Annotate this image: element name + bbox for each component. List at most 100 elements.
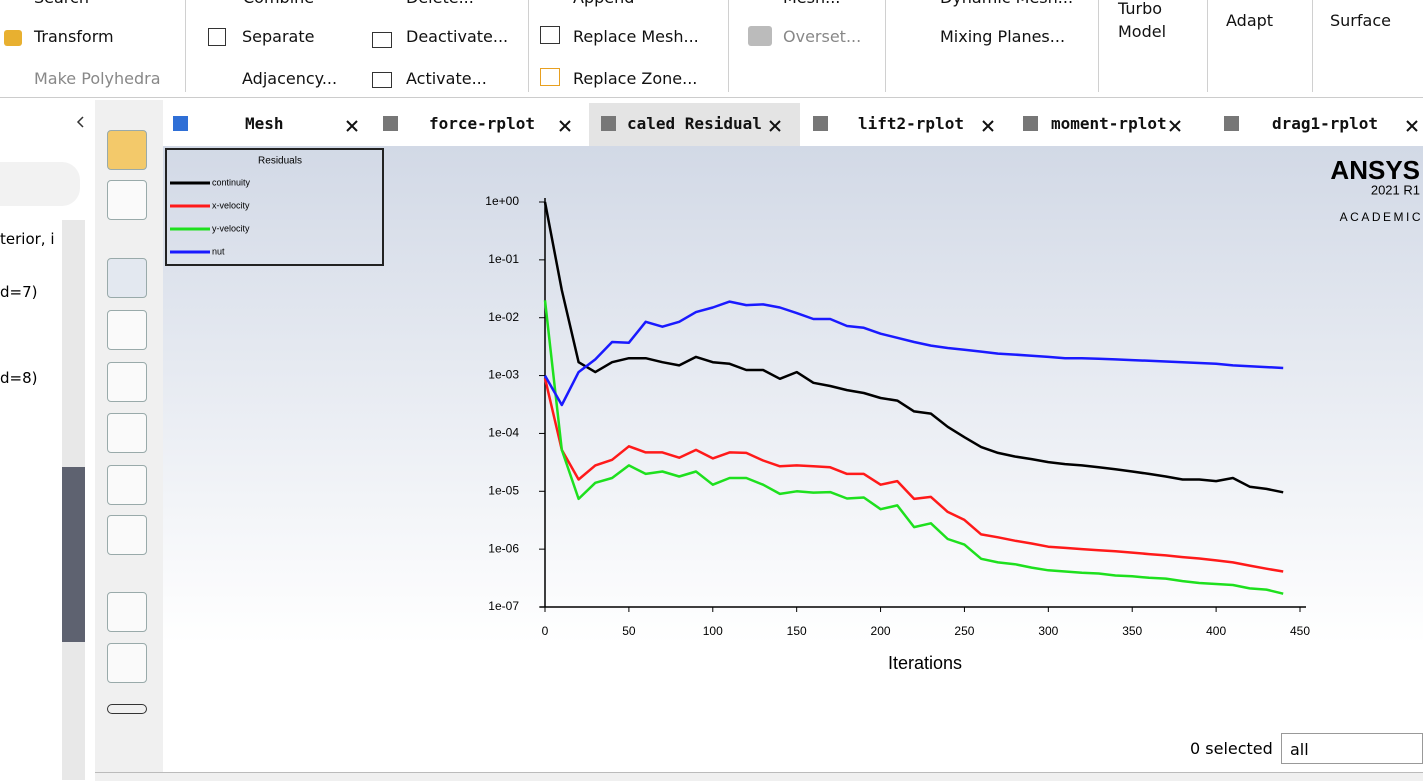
filter-input[interactable] <box>1281 733 1423 764</box>
y-tick-label: 1e-05 <box>488 483 519 497</box>
x-tick-label: 450 <box>1290 624 1310 638</box>
separator <box>1207 0 1208 92</box>
ribbon-button[interactable]: Mesh... <box>783 0 840 7</box>
tree-item[interactable]: d=8) <box>0 369 38 387</box>
ribbon-button[interactable]: Make Polyhedra <box>34 69 161 88</box>
ribbon-button[interactable]: Adjacency... <box>242 69 338 88</box>
legend-label: y-velocity <box>212 223 250 233</box>
legend-box <box>165 148 384 266</box>
series-line <box>543 377 1284 573</box>
x-tick-label: 400 <box>1206 624 1226 638</box>
ribbon <box>0 0 1423 98</box>
ribbon-button[interactable]: Overset... <box>783 27 862 46</box>
tab[interactable]: caled Residual <box>627 114 762 133</box>
collapse-button[interactable] <box>75 115 85 129</box>
close-button[interactable] <box>345 119 359 133</box>
ribbon-button[interactable]: Activate... <box>406 69 487 88</box>
tab[interactable]: moment-rplot <box>1051 114 1167 133</box>
tree-item[interactable]: terior, i <box>0 230 55 248</box>
ribbon-button[interactable]: Dynamic Mesh... <box>940 0 1073 7</box>
legend-label: x-velocity <box>212 200 250 210</box>
y-tick-label: 1e-03 <box>488 368 519 382</box>
series-line <box>543 300 1284 407</box>
x-tick-label: 300 <box>1038 624 1058 638</box>
x-tick-label: 350 <box>1122 624 1142 638</box>
x-tick-label: 50 <box>622 624 636 638</box>
search-box[interactable] <box>0 162 80 206</box>
legend-title: Residuals <box>258 156 302 167</box>
legend-label: continuity <box>212 177 251 187</box>
ribbon-button[interactable]: Adapt <box>1226 11 1274 30</box>
ribbon-button[interactable]: Mixing Planes... <box>940 27 1066 46</box>
separator <box>1312 0 1313 92</box>
logo-brand: ANSYS <box>1330 155 1420 185</box>
tool-button[interactable] <box>107 515 147 555</box>
tool-button[interactable] <box>107 704 147 714</box>
ribbon-button[interactable]: Model <box>1118 22 1167 41</box>
filter-value[interactable]: all <box>1290 740 1309 759</box>
x-tick-label: 0 <box>542 624 549 638</box>
tab-icon <box>601 116 616 131</box>
icon <box>540 26 560 44</box>
ribbon-button[interactable]: Replace Mesh... <box>573 27 699 46</box>
series-line <box>543 300 1284 595</box>
icon <box>748 26 772 46</box>
tab[interactable]: force-rplot <box>429 114 535 133</box>
separator <box>728 0 729 92</box>
tab[interactable]: drag1-rplot <box>1272 114 1378 133</box>
tab-icon <box>813 116 828 131</box>
tool-button[interactable] <box>107 258 147 298</box>
selection-count: 0 selected <box>1190 739 1273 758</box>
y-tick-label: 1e-04 <box>488 426 519 440</box>
tool-button[interactable] <box>107 130 147 170</box>
tool-button[interactable] <box>107 413 147 453</box>
tool-button[interactable] <box>107 362 147 402</box>
x-tick-label: 100 <box>703 624 723 638</box>
x-axis-label: Iterations <box>888 653 962 673</box>
ribbon-button[interactable]: Separate <box>242 27 315 46</box>
separator <box>1098 0 1099 92</box>
ribbon-button[interactable]: Deactivate... <box>406 27 509 46</box>
close-button[interactable] <box>558 119 572 133</box>
icon <box>372 32 392 48</box>
ribbon-button[interactable]: Append <box>573 0 634 7</box>
legend-label: nut <box>212 246 225 256</box>
logo-edition: ACADEMIC <box>1340 210 1423 224</box>
y-tick-label: 1e-06 <box>488 541 519 555</box>
separator <box>885 0 886 92</box>
icon <box>4 30 22 46</box>
graphics-window <box>163 146 1423 732</box>
x-tick-label: 150 <box>787 624 807 638</box>
close-button[interactable] <box>768 119 782 133</box>
ribbon-button[interactable]: Combine <box>243 0 314 7</box>
tool-button[interactable] <box>107 465 147 505</box>
series-line <box>543 201 1284 494</box>
icon <box>208 28 226 46</box>
ribbon-button[interactable]: Search <box>34 0 89 7</box>
ribbon-button[interactable]: Surface <box>1330 11 1391 30</box>
close-button[interactable] <box>1405 119 1419 133</box>
tool-button[interactable] <box>107 310 147 350</box>
tab[interactable]: lift2-rplot <box>858 114 964 133</box>
tool-button[interactable] <box>107 592 147 632</box>
separator <box>528 0 529 92</box>
ribbon-button[interactable]: Turbo <box>1118 0 1163 18</box>
x-tick-label: 200 <box>871 624 891 638</box>
scrollbar-thumb[interactable] <box>62 467 85 642</box>
ribbon-button[interactable]: Replace Zone... <box>573 69 698 88</box>
close-button[interactable] <box>981 119 995 133</box>
x-tick-label: 250 <box>954 624 974 638</box>
close-button[interactable] <box>1168 119 1182 133</box>
y-tick-label: 1e-01 <box>488 252 519 266</box>
tab[interactable]: Mesh <box>245 114 284 133</box>
tool-button[interactable] <box>107 643 147 683</box>
ribbon-button[interactable]: Transform <box>34 27 114 46</box>
tab-icon <box>383 116 398 131</box>
ribbon-button[interactable]: Delete... <box>406 0 474 7</box>
tool-button[interactable] <box>107 180 147 220</box>
y-tick-label: 1e-02 <box>488 310 519 324</box>
tree-item[interactable]: d=7) <box>0 283 38 301</box>
active-tab[interactable] <box>589 103 800 146</box>
icon <box>540 68 560 86</box>
tab-icon <box>1224 116 1239 131</box>
